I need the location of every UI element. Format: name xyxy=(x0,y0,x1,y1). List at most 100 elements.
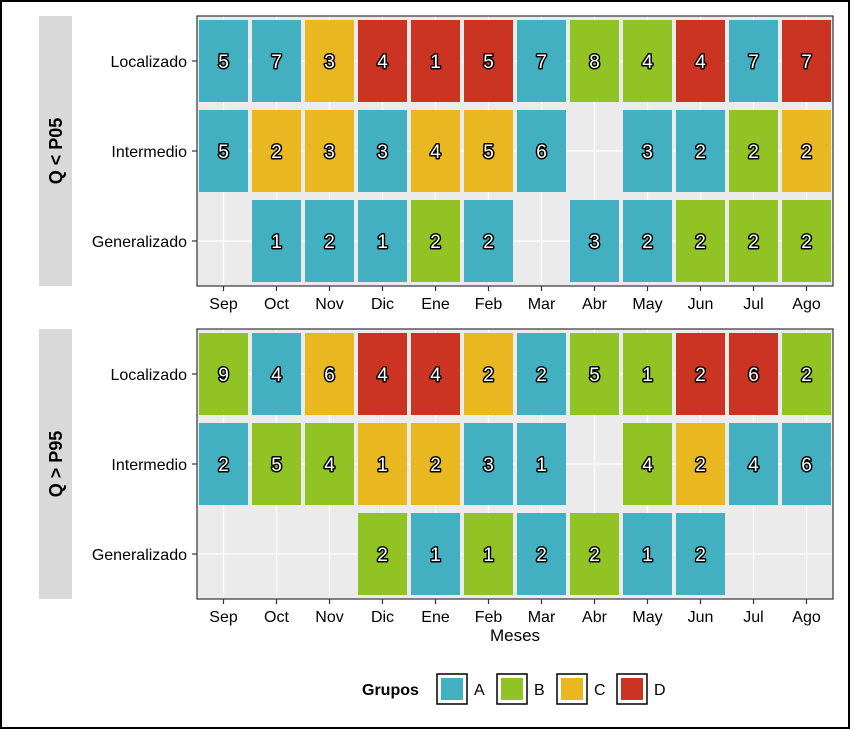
heatmap-cell-abr-generalizado xyxy=(570,200,619,282)
x-tick-label: Ene xyxy=(421,609,450,626)
heatmap-cell-sep-intermedio xyxy=(199,423,248,505)
x-tick-label: Nov xyxy=(315,609,343,626)
heatmap-cell-mar-localizado xyxy=(517,20,566,102)
cell-value-label: 8 xyxy=(589,52,600,73)
cell-value-label: 2 xyxy=(748,142,759,163)
legend-label-c: C xyxy=(594,682,606,699)
cell-value-label: 5 xyxy=(218,52,229,73)
cell-value-label: 4 xyxy=(642,455,653,476)
cell-value-label: 6 xyxy=(536,142,547,163)
heatmap-cell-feb-intermedio xyxy=(464,423,513,505)
legend-key-b xyxy=(501,678,523,700)
cell-value-label: 4 xyxy=(748,455,759,476)
panel-1-y-axis: Localizado Intermedio Generalizado xyxy=(92,54,197,251)
heatmap-cell-nov-intermedio xyxy=(305,423,354,505)
heatmap-cell-may-localizado xyxy=(623,20,672,102)
heatmap-cell-dic-intermedio xyxy=(358,110,407,192)
heatmap-cell-may-localizado xyxy=(623,333,672,415)
cell-value-label: 1 xyxy=(377,455,388,476)
heatmap-cell-mar-intermedio xyxy=(517,423,566,505)
y-tick-label: Localizado xyxy=(111,54,188,71)
cell-value-label: 2 xyxy=(801,142,812,163)
cell-value-label: 3 xyxy=(324,142,335,163)
cell-value-label: 2 xyxy=(695,545,706,566)
x-tick-label: Mar xyxy=(528,609,556,626)
panel-1-cells: 5 7 3 4 1 5 7 8 4 4 7 7 5 2 3 3 4 5 6 3 2 2 2 1 2 1 2 2 3 2 2 2 2 xyxy=(199,20,831,282)
panel-2-cells: 9 4 6 4 4 2 2 5 1 2 6 2 2 5 4 1 2 3 1 4 2 4 6 2 1 1 2 2 1 2 xyxy=(199,333,831,595)
x-tick-label: Ago xyxy=(792,609,821,626)
heatmap-cell-feb-generalizado xyxy=(464,513,513,595)
cell-value-label: 3 xyxy=(642,142,653,163)
panel-q-gt-p95: Q > P95 9 4 6 4 4 2 2 5 1 2 6 2 2 5 4 1 2 3 1 4 2 4 6 2 1 1 2 2 1 2 L… xyxy=(39,328,834,626)
heatmap-cell-dic-generalizado xyxy=(358,200,407,282)
heatmap-cell-oct-generalizado xyxy=(252,200,301,282)
y-tick-label: Generalizado xyxy=(92,234,187,251)
cell-value-label: 3 xyxy=(377,142,388,163)
cell-value-label: 1 xyxy=(483,545,494,566)
heatmap-cell-jul-localizado xyxy=(729,20,778,102)
legend-key-c xyxy=(561,678,583,700)
cell-value-label: 2 xyxy=(642,232,653,253)
panel-strip-label-2: Q > P95 xyxy=(46,431,66,498)
panel-strip-2 xyxy=(39,329,72,599)
heatmap-cell-jul-intermedio xyxy=(729,423,778,505)
cell-value-label: 4 xyxy=(377,52,388,73)
heatmap-cell-jun-localizado xyxy=(676,333,725,415)
cell-value-label: 2 xyxy=(536,545,547,566)
heatmap-cell-nov-localizado xyxy=(305,20,354,102)
heatmap-cell-abr-localizado xyxy=(570,20,619,102)
cell-value-label: 3 xyxy=(589,232,600,253)
legend-label-a: A xyxy=(474,682,485,699)
legend-label-b: B xyxy=(534,682,545,699)
panel-q-lt-p05: Q < P05 5 7 3 4 1 5 7 8 4 4 7 7 5 2 3 3 4 5 6 3 2 2 2 1 2 1 2 2 3 2 2 2… xyxy=(39,15,834,313)
heatmap-cell-jun-generalizado xyxy=(676,513,725,595)
y-tick-label: Localizado xyxy=(111,367,188,384)
heatmap-cell-jun-intermedio xyxy=(676,110,725,192)
legend-key-d xyxy=(621,678,643,700)
cell-value-label: 2 xyxy=(271,142,282,163)
heatmap-cell-dic-localizado xyxy=(358,20,407,102)
heatmap-cell-sep-intermedio xyxy=(199,110,248,192)
x-tick-label: Jul xyxy=(743,609,763,626)
cell-value-label: 4 xyxy=(430,142,441,163)
x-tick-label: Oct xyxy=(264,296,289,313)
heatmap-cell-dic-localizado xyxy=(358,333,407,415)
heatmap-cell-sep-localizado xyxy=(199,20,248,102)
heatmap-cell-ago-localizado xyxy=(782,333,831,415)
legend: Grupos A B C D xyxy=(362,673,666,705)
heatmap-cell-ago-intermedio xyxy=(782,423,831,505)
cell-value-label: 2 xyxy=(695,455,706,476)
cell-value-label: 7 xyxy=(748,52,759,73)
heatmap-cell-may-generalizado xyxy=(623,200,672,282)
y-tick-label: Generalizado xyxy=(92,547,187,564)
cell-value-label: 5 xyxy=(218,142,229,163)
legend-entries: A B C D xyxy=(436,673,666,705)
cell-value-label: 4 xyxy=(271,365,282,386)
cell-value-label: 4 xyxy=(642,52,653,73)
legend-title: Grupos xyxy=(362,682,419,699)
x-tick-label: Nov xyxy=(315,296,343,313)
cell-value-label: 2 xyxy=(536,365,547,386)
x-tick-label: Jun xyxy=(688,296,714,313)
y-tick-label: Intermedio xyxy=(111,457,187,474)
heatmap-cell-may-generalizado xyxy=(623,513,672,595)
cell-value-label: 5 xyxy=(589,365,600,386)
cell-value-label: 6 xyxy=(324,365,335,386)
cell-value-label: 6 xyxy=(748,365,759,386)
cell-value-label: 5 xyxy=(483,142,494,163)
panel-2-y-axis: Localizado Intermedio Generalizado xyxy=(92,367,197,564)
heatmap-cell-ene-localizado xyxy=(411,20,460,102)
heatmap-cell-ago-intermedio xyxy=(782,110,831,192)
x-tick-label: Abr xyxy=(582,609,608,626)
heatmap-cell-jun-localizado xyxy=(676,20,725,102)
heatmap-cell-jul-generalizado xyxy=(729,200,778,282)
cell-value-label: 1 xyxy=(642,545,653,566)
x-tick-label: May xyxy=(632,296,662,313)
cell-value-label: 1 xyxy=(430,52,441,73)
cell-value-label: 4 xyxy=(695,52,706,73)
heatmap-cell-nov-intermedio xyxy=(305,110,354,192)
heatmap-cell-ene-intermedio xyxy=(411,423,460,505)
cell-value-label: 1 xyxy=(430,545,441,566)
heatmap-cell-jun-generalizado xyxy=(676,200,725,282)
